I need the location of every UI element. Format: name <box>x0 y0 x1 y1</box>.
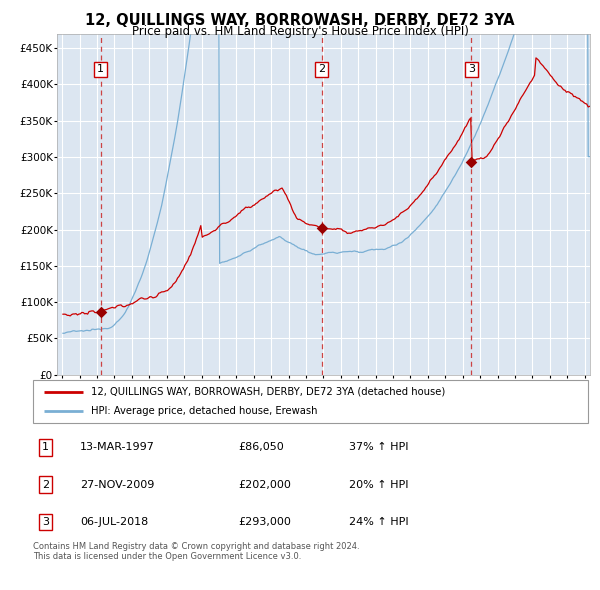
Text: 06-JUL-2018: 06-JUL-2018 <box>80 517 148 527</box>
Text: 1: 1 <box>97 64 104 74</box>
Text: HPI: Average price, detached house, Erewash: HPI: Average price, detached house, Erew… <box>91 407 318 417</box>
Text: 2: 2 <box>41 480 49 490</box>
FancyBboxPatch shape <box>33 380 588 423</box>
Point <box>317 224 326 233</box>
Text: 20% ↑ HPI: 20% ↑ HPI <box>349 480 409 490</box>
Point <box>467 158 476 167</box>
Text: £293,000: £293,000 <box>238 517 291 527</box>
Text: £202,000: £202,000 <box>238 480 291 490</box>
Text: 13-MAR-1997: 13-MAR-1997 <box>80 442 155 453</box>
Text: Contains HM Land Registry data © Crown copyright and database right 2024.
This d: Contains HM Land Registry data © Crown c… <box>33 542 359 561</box>
Text: Price paid vs. HM Land Registry's House Price Index (HPI): Price paid vs. HM Land Registry's House … <box>131 25 469 38</box>
Text: 12, QUILLINGS WAY, BORROWASH, DERBY, DE72 3YA (detached house): 12, QUILLINGS WAY, BORROWASH, DERBY, DE7… <box>91 386 446 396</box>
Text: 24% ↑ HPI: 24% ↑ HPI <box>349 517 409 527</box>
Text: £86,050: £86,050 <box>238 442 284 453</box>
Text: 2: 2 <box>318 64 325 74</box>
Text: 27-NOV-2009: 27-NOV-2009 <box>80 480 155 490</box>
Text: 3: 3 <box>42 517 49 527</box>
Point <box>96 307 106 317</box>
Text: 1: 1 <box>42 442 49 453</box>
Text: 3: 3 <box>468 64 475 74</box>
Text: 12, QUILLINGS WAY, BORROWASH, DERBY, DE72 3YA: 12, QUILLINGS WAY, BORROWASH, DERBY, DE7… <box>85 13 515 28</box>
Text: 37% ↑ HPI: 37% ↑ HPI <box>349 442 409 453</box>
